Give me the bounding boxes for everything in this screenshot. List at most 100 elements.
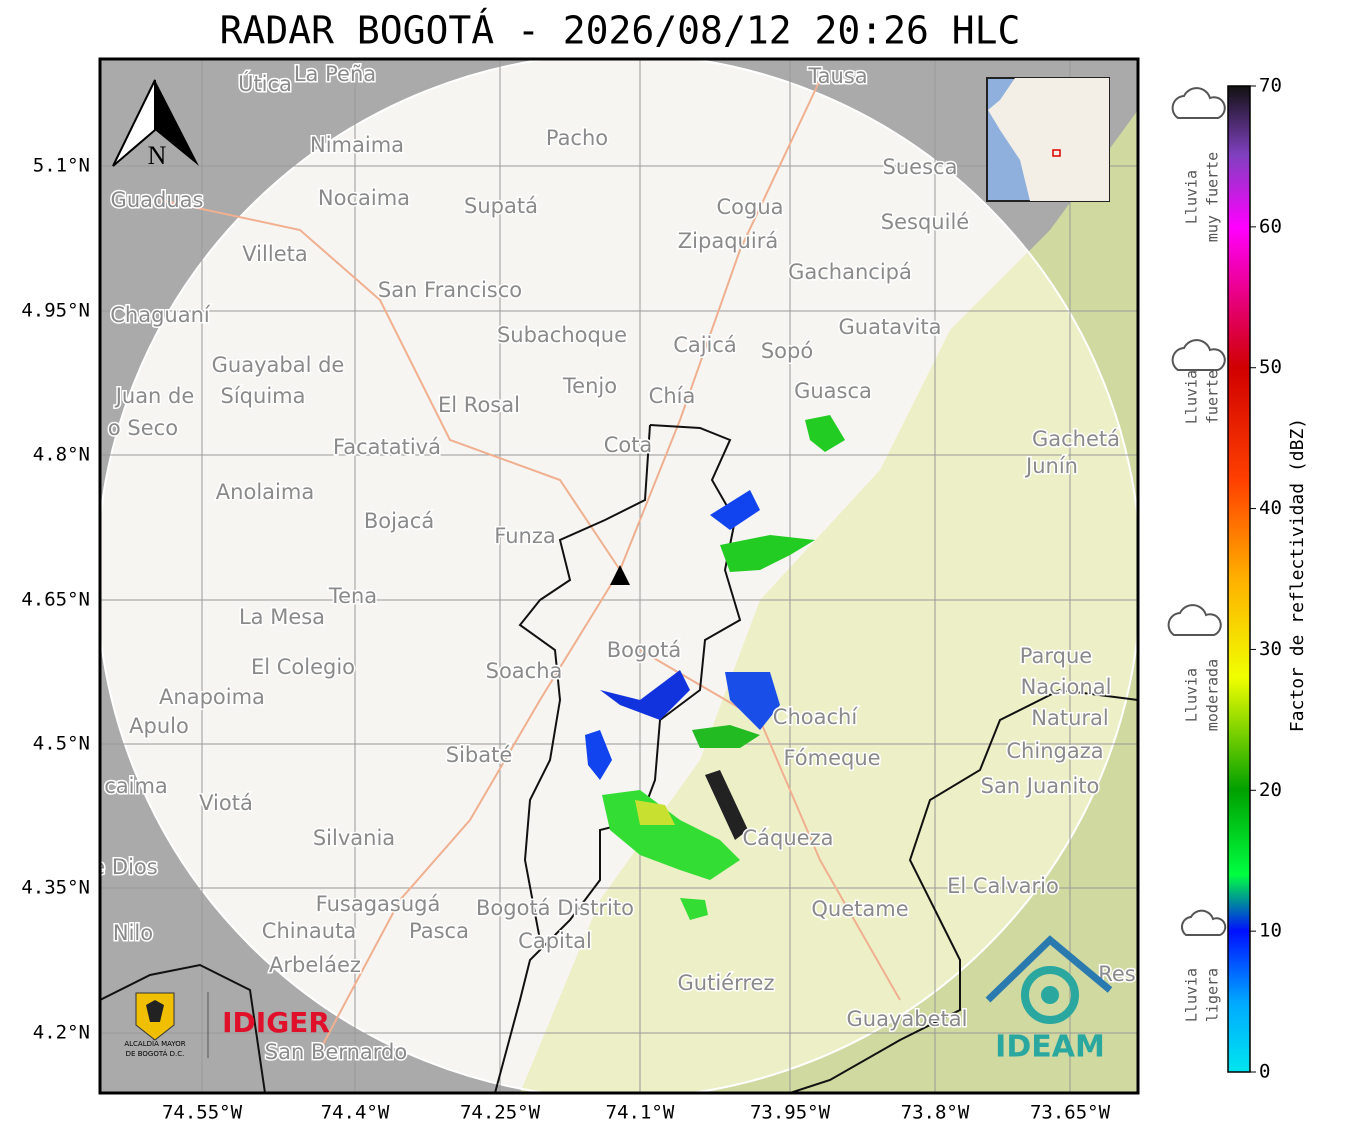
intensity-label: moderada — [1204, 659, 1222, 731]
place-labels: Útica La Peña Tausa Pacho Nimaima Suesca Guadu… — [92, 61, 1137, 1066]
inset-map — [986, 77, 1110, 202]
radar-site — [610, 565, 630, 585]
intensity-label: Lluvia — [1183, 668, 1201, 722]
place-label: Choachí — [773, 705, 859, 729]
place-label: Guasca — [794, 379, 872, 403]
lat-label: 4.35°N — [21, 877, 90, 899]
place-label: El Colegio — [251, 655, 355, 679]
title: RADAR BOGOTÁ - 2026/08/12 20:26 HLC — [220, 9, 1021, 53]
place-label: Cáqueza — [743, 826, 834, 850]
intensity-label: Lluvia — [1183, 370, 1201, 424]
place-label: El Calvario — [947, 874, 1059, 898]
lon-label: 74.1°W — [606, 1102, 675, 1124]
north-arrow: N — [112, 79, 199, 170]
place-label: Funza — [494, 524, 555, 548]
place-label: Guayabetal — [847, 1007, 968, 1031]
place-label: Tausa — [807, 64, 867, 88]
place-label: Nimaima — [310, 133, 404, 157]
place-label: El Rosal — [438, 393, 520, 417]
place-label: caima — [104, 774, 168, 798]
place-label: Sibaté — [446, 743, 513, 767]
intensity-label: Lluvia — [1183, 968, 1201, 1022]
place-label: Chía — [649, 384, 696, 408]
place-label: Cogua — [716, 195, 783, 219]
place-label: Capital — [518, 929, 592, 953]
place-label: Fusagasugá — [316, 892, 441, 916]
place-label: La Peña — [294, 62, 376, 86]
place-label: Sesquilé — [881, 210, 969, 234]
place-label: Guaduas — [111, 188, 204, 212]
place-label: Gutiérrez — [678, 971, 775, 995]
place-label: Soacha — [486, 659, 563, 683]
intensity-label: Lluvia — [1183, 170, 1201, 224]
colorbar-tick-label: 20 — [1259, 779, 1282, 801]
place-label: Supatá — [464, 194, 538, 218]
place-label: Bogotá Distrito — [476, 896, 634, 920]
place-label: Arbeláez — [269, 953, 361, 977]
weather-icons — [1167, 87, 1227, 936]
place-label: Fómeque — [783, 746, 880, 770]
graticule — [100, 59, 1138, 1093]
place-label: Parque — [1020, 644, 1092, 668]
lat-label: 4.5°N — [33, 733, 90, 755]
intensity-label: ligera — [1204, 968, 1222, 1022]
logo-ideam: IDEAM — [985, 935, 1113, 1065]
radar-echoes — [585, 415, 845, 920]
place-label: Pasca — [409, 919, 469, 943]
lon-label: 74.55°W — [162, 1102, 243, 1124]
place-label: Juan de — [114, 384, 195, 408]
colorbar-label: Factor de reflectividad (dBZ) — [1287, 418, 1308, 732]
place-label: Viotá — [199, 791, 253, 815]
place-label: Pacho — [546, 126, 608, 150]
place-label: La Mesa — [239, 605, 325, 629]
place-label: Anapoima — [159, 685, 265, 709]
place-label: Cajicá — [673, 333, 737, 357]
north-label: N — [148, 141, 167, 170]
intensity-label: fuerte — [1204, 370, 1222, 424]
place-label: e Dios — [92, 855, 157, 879]
lon-label: 74.4°W — [321, 1102, 390, 1124]
colorbar-tick-label: 50 — [1259, 356, 1282, 378]
place-label: Anolaima — [216, 480, 314, 504]
place-label: Zipaquirá — [678, 229, 778, 253]
lon-label: 74.25°W — [460, 1102, 541, 1124]
colorbar-tick-label: 0 — [1259, 1061, 1270, 1083]
logo-idiger: IDIGER — [222, 1006, 330, 1039]
place-label: Bojacá — [364, 509, 434, 533]
place-label: Sopó — [761, 339, 813, 363]
place-label: Chaguaní — [110, 303, 211, 327]
map-frame — [98, 57, 1140, 1095]
intensity-label: muy fuerte — [1204, 152, 1222, 242]
lon-label: 73.8°W — [901, 1102, 970, 1124]
place-label: Nocaima — [318, 186, 410, 210]
place-label: Suesca — [883, 155, 958, 179]
lon-label: 73.65°W — [1030, 1102, 1111, 1124]
place-label: Subachoque — [497, 323, 627, 347]
place-label: Natural — [1031, 706, 1108, 730]
logo-ideam-text: IDEAM — [995, 1030, 1105, 1065]
place-label: Tena — [328, 584, 377, 608]
place-label: Bogotá — [607, 638, 682, 662]
place-label: Chinauta — [262, 919, 356, 943]
colorbar-tick-label: 10 — [1259, 920, 1282, 942]
lat-label: 4.2°N — [33, 1022, 90, 1044]
lat-label: 4.8°N — [33, 444, 90, 466]
colorbar — [1227, 85, 1251, 1073]
place-label: Chingaza — [1006, 739, 1103, 763]
colorbar-tick-label: 70 — [1259, 75, 1282, 97]
boundaries — [100, 424, 1138, 1093]
lat-label: 4.65°N — [21, 589, 90, 611]
place-label: Nacional — [1021, 675, 1112, 699]
logo-alcaldia: ALCALDÍA MAYOR DE BOGOTÁ D.C. IDIGER — [124, 992, 330, 1058]
lat-label: 5.1°N — [33, 155, 90, 177]
place-label: Quetame — [811, 897, 908, 921]
place-label: Guatavita — [839, 315, 942, 339]
logo-text: ALCALDÍA MAYOR — [124, 1039, 185, 1048]
place-label: San Bernardo — [265, 1040, 407, 1064]
place-label: Gachancipá — [788, 260, 912, 284]
place-label: Junín — [1024, 454, 1078, 478]
colorbar-tick-label: 60 — [1259, 215, 1282, 237]
place-label: Útica — [238, 71, 292, 96]
colorbar-tick-label: 30 — [1259, 638, 1282, 660]
place-label: Síquima — [221, 384, 306, 408]
